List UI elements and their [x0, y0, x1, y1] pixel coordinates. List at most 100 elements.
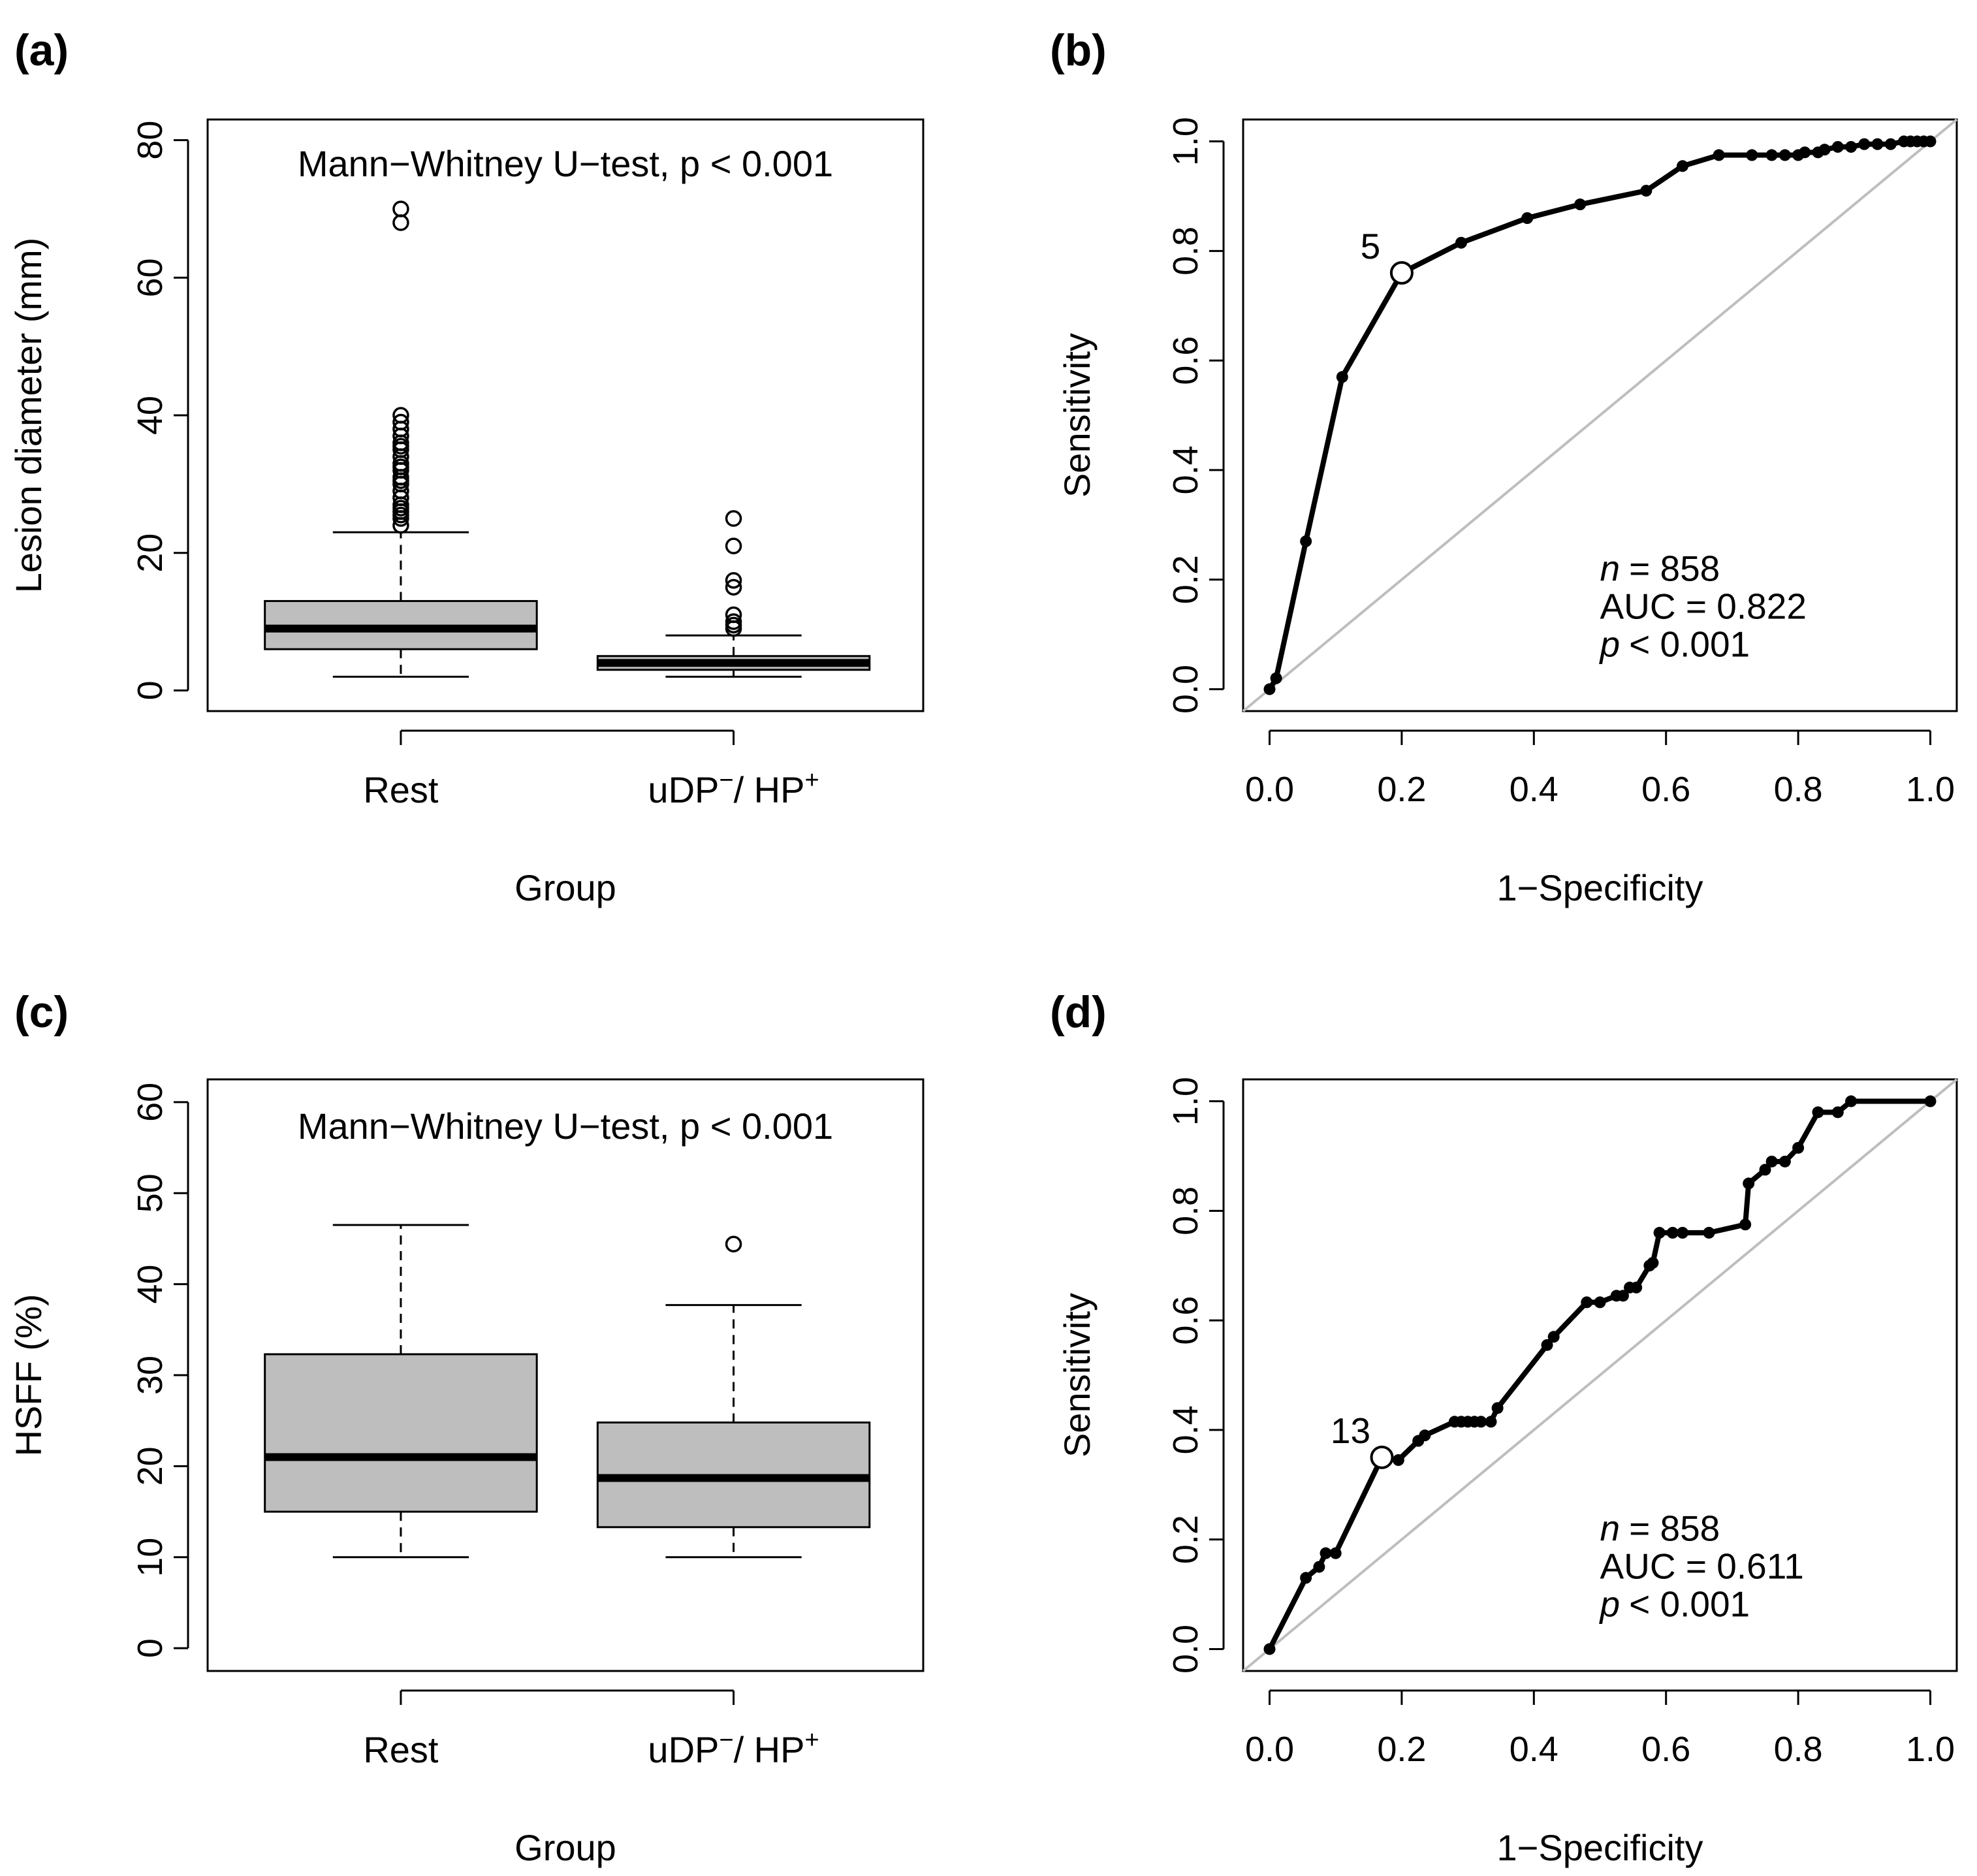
n-symbol: n [1600, 1508, 1621, 1549]
roc-point [1739, 1218, 1752, 1231]
roc-point [1647, 1257, 1659, 1269]
x-tick-label: 1.0 [1906, 770, 1955, 809]
plot-frame [1242, 1078, 1958, 1672]
cutoff-label: 5 [1361, 226, 1381, 266]
roc-point [1812, 1106, 1824, 1119]
roc-point [1831, 140, 1844, 153]
roc-point [1792, 1141, 1805, 1154]
roc-point [1759, 1164, 1771, 1176]
y-tick-label: 1.0 [1166, 117, 1205, 166]
roc-point [1617, 1290, 1629, 1302]
roc-point [1455, 236, 1467, 249]
y-tick-label: 60 [131, 1083, 170, 1122]
auc-label: AUC = 0.611 [1600, 1546, 1804, 1587]
boxplot-lesion-diameter: Mann−Whitney U−test, p < 0.001 Lesion di… [8, 118, 925, 908]
x-tick-label: 1.0 [1906, 1730, 1955, 1769]
group-name: uDP [648, 1729, 719, 1770]
superscript-plus: + [804, 767, 819, 794]
y-tick-label: 0.8 [1166, 1186, 1205, 1235]
roc-point [1884, 138, 1897, 150]
outlier-point [392, 413, 409, 431]
roc-point [1594, 1296, 1606, 1309]
outlier-point [392, 200, 409, 217]
y-tick-label: 0.6 [1166, 336, 1205, 385]
y-tick-label: 0.2 [1166, 555, 1205, 604]
roc-point [1392, 1454, 1404, 1467]
plot-frame [1242, 118, 1958, 712]
superscript-minus: − [719, 1726, 733, 1754]
y-tick-label: 0.2 [1166, 1515, 1205, 1564]
outlier-point [392, 407, 409, 424]
roc-point [1653, 1226, 1666, 1239]
p-symbol: p [1599, 624, 1621, 665]
roc-curve-lesion-diameter: Sensitivity 1−Specificity 0.0 0.2 0.4 0.6 0.… [1056, 117, 1958, 908]
panel-label-b: (b) [1050, 25, 1107, 75]
optimal-cutoff-marker [1389, 261, 1414, 285]
group-name: Rest [363, 769, 439, 810]
outlier-point [725, 606, 742, 624]
y-tick-label: 40 [131, 1265, 170, 1304]
y-axis-title: Sensitivity [1056, 333, 1098, 498]
roc-point [1779, 1155, 1791, 1168]
roc-point [1703, 1226, 1715, 1239]
superscript-minus: − [719, 767, 733, 794]
roc-point [1300, 1572, 1312, 1584]
x-tick-label: 0.4 [1510, 770, 1558, 809]
y-axis-title: HSFF (%) [8, 1294, 49, 1457]
roc-point [1799, 146, 1811, 159]
roc-point [1263, 1643, 1276, 1655]
roc-point [1574, 199, 1587, 211]
n-value: = 858 [1629, 1508, 1720, 1549]
outlier-point [725, 613, 742, 630]
x-tick-label: 0.0 [1245, 770, 1294, 809]
sample-size-label: n = 858 [1600, 1508, 1720, 1549]
y-tick-label: 0.0 [1166, 1625, 1205, 1674]
roc-point [1779, 149, 1791, 161]
y-tick-label: 0.8 [1166, 227, 1205, 276]
x-axis-title: Group [514, 1827, 616, 1868]
roc-point [1263, 683, 1276, 695]
x-tick-label: 0.2 [1377, 770, 1426, 809]
x-axis-title: 1−Specificity [1497, 1827, 1703, 1868]
roc-point [1313, 1561, 1325, 1573]
roc-point [1924, 135, 1937, 148]
y-tick-label: 40 [131, 396, 170, 435]
group-name-suffix: / HP [734, 769, 805, 810]
group-name: uDP [648, 769, 719, 810]
sample-size-label: n = 858 [1600, 548, 1720, 589]
outlier-point [725, 572, 742, 589]
y-tick-label: 50 [131, 1173, 170, 1213]
y-tick-label: 20 [131, 533, 170, 573]
y-tick-label: 0 [131, 1638, 170, 1658]
outlier-point [725, 579, 742, 596]
p-value-label: p < 0.001 [1599, 624, 1750, 665]
group-name: Rest [363, 1729, 439, 1770]
panel-label-d: (d) [1050, 987, 1107, 1037]
roc-point [1329, 1547, 1342, 1559]
roc-point [1677, 160, 1689, 172]
x-tick-label: 0.8 [1774, 770, 1823, 809]
y-tick-label: 1.0 [1166, 1077, 1205, 1126]
x-axis-title: Group [514, 867, 616, 908]
roc-point [1491, 1402, 1504, 1414]
x-tick-label: 0.6 [1641, 770, 1690, 809]
plot-frame [206, 118, 925, 712]
outlier-point [725, 1235, 742, 1253]
group-label: uDP−/ HP+ [648, 1726, 819, 1770]
boxplot-hsff: Mann−Whitney U−test, p < 0.001 HSFF (%) … [8, 1078, 925, 1868]
superscript-plus: + [804, 1726, 819, 1754]
y-tick-label: 0.4 [1166, 1405, 1205, 1454]
roc-point [1581, 1296, 1593, 1309]
roc-point [1270, 672, 1282, 684]
roc-point [1541, 1339, 1553, 1351]
x-tick-label: 0.8 [1774, 1730, 1823, 1769]
panel-label-a: (a) [14, 25, 69, 75]
plot-frame [206, 1078, 925, 1672]
y-tick-label: 0 [131, 680, 170, 700]
roc-point [1419, 1429, 1431, 1442]
optimal-cutoff-marker [1370, 1445, 1394, 1469]
iqr-box [264, 1353, 538, 1513]
outlier-point [725, 537, 742, 554]
group-label: Rest [363, 1729, 439, 1770]
roc-point [1666, 1226, 1679, 1239]
